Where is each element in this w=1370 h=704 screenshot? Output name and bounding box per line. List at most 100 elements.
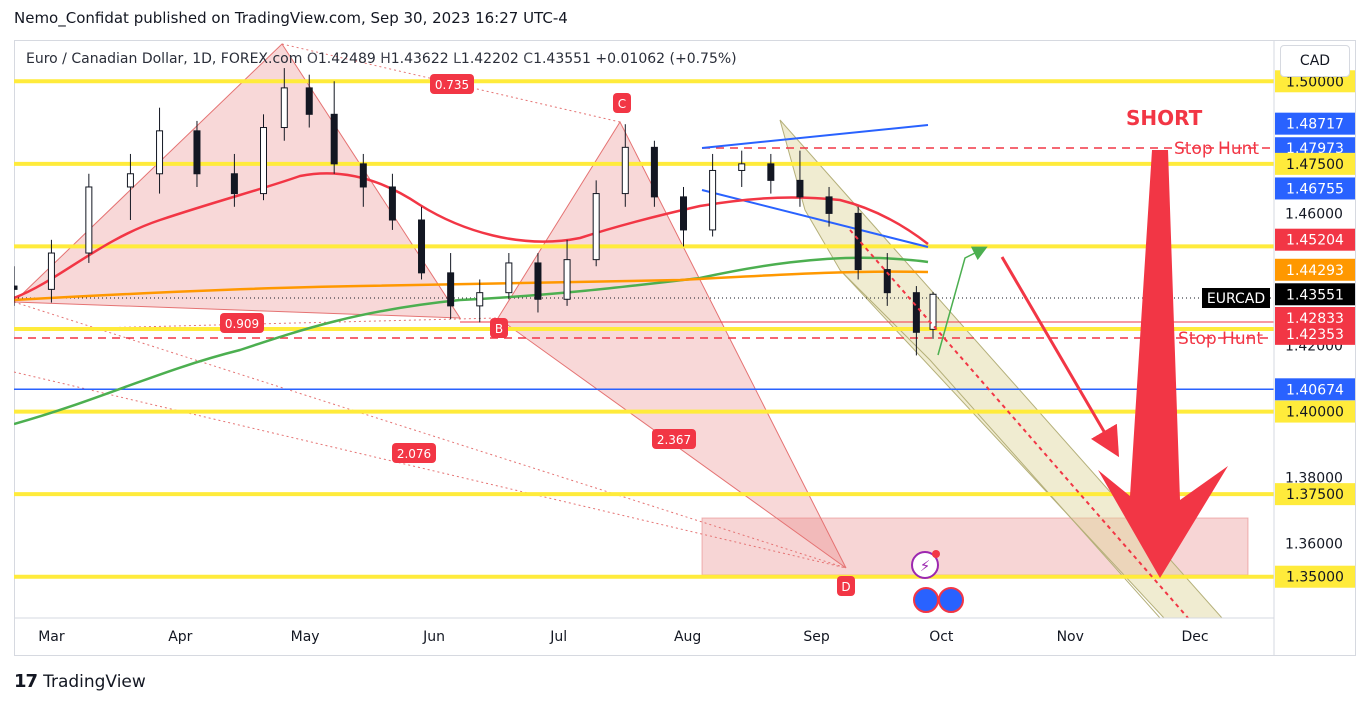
x-tick-may: May bbox=[291, 629, 320, 645]
short-annotation: SHORT bbox=[1126, 106, 1203, 130]
price-tag-11: 1.37500 bbox=[1286, 487, 1344, 503]
candle-body-28 bbox=[854, 212, 862, 271]
candle-body-9 bbox=[305, 87, 313, 115]
candle-body-16 bbox=[505, 262, 513, 294]
open-label: O bbox=[306, 51, 318, 67]
x-tick-nov: Nov bbox=[1057, 629, 1084, 645]
price-tag-bg-2 bbox=[1275, 152, 1355, 175]
candle-body-19 bbox=[592, 193, 600, 261]
candle-body-12 bbox=[388, 186, 396, 221]
price-tag-3: 1.46755 bbox=[1286, 181, 1344, 197]
lightning-event-icon bbox=[911, 551, 939, 579]
price-tag-13: 1.50000 bbox=[1286, 74, 1344, 90]
candle-body-30 bbox=[912, 292, 920, 333]
candle-body-20 bbox=[621, 146, 629, 195]
y-tick-2: 1.46000 bbox=[1285, 206, 1343, 222]
candle-body-26 bbox=[796, 179, 804, 198]
change-value: +0.01062 (+0.75%) bbox=[595, 51, 737, 67]
symbol-description[interactable]: Euro / Canadian Dollar, 1D, FOREX.com bbox=[26, 51, 303, 67]
candle-body-13 bbox=[418, 219, 426, 274]
open-value: 1.42489 bbox=[317, 51, 376, 67]
high-value: 1.43622 bbox=[390, 51, 449, 67]
price-tag-12: 1.35000 bbox=[1286, 570, 1344, 586]
price-tag-bg-6 bbox=[1275, 283, 1355, 306]
channel-lower bbox=[839, 269, 1161, 618]
eu-flag-icon-2 bbox=[938, 587, 964, 613]
price-tag-4: 1.45204 bbox=[1286, 233, 1344, 249]
blue-upper-trendline bbox=[701, 124, 929, 149]
projection-dotted-line bbox=[849, 229, 1189, 618]
price-tag-bg-8 bbox=[1275, 322, 1355, 345]
price-tag-bg-5 bbox=[1275, 258, 1355, 281]
eurcad-tag-bg bbox=[1202, 288, 1270, 308]
published-header: Nemo_Confidat published on TradingView.c… bbox=[14, 9, 568, 27]
green-arrow bbox=[937, 246, 988, 356]
price-tag-bg-11 bbox=[1275, 483, 1355, 506]
price-tag-bg-3 bbox=[1275, 177, 1355, 200]
price-tag-2: 1.47500 bbox=[1286, 157, 1344, 173]
candle-body-18 bbox=[563, 259, 571, 300]
candle-body-0 bbox=[14, 285, 18, 290]
candle-body-7 bbox=[260, 127, 268, 195]
tradingview-brand-text: TradingView bbox=[43, 671, 146, 692]
price-tag-9: 1.40674 bbox=[1286, 382, 1344, 398]
price-tag-bg-12 bbox=[1275, 565, 1355, 588]
harmonic-xd-line bbox=[14, 301, 847, 569]
price-tag-0: 1.48717 bbox=[1286, 117, 1344, 133]
price-tag-5: 1.44293 bbox=[1286, 263, 1344, 279]
candles bbox=[14, 68, 937, 356]
ma-green-line bbox=[14, 256, 929, 426]
price-tag-10: 1.40000 bbox=[1286, 405, 1344, 421]
candle-body-4 bbox=[156, 130, 164, 175]
horizontal-levels bbox=[14, 79, 1274, 579]
candle-body-6 bbox=[230, 173, 238, 195]
low-value: 1.42202 bbox=[460, 51, 519, 67]
stop-hunt-upper-annotation: Stop Hunt bbox=[1174, 139, 1259, 159]
big-short-arrow bbox=[1098, 150, 1228, 578]
price-tag-bg-4 bbox=[1275, 228, 1355, 251]
point-c-label: C bbox=[618, 97, 626, 111]
ma-red-line bbox=[14, 172, 929, 300]
candle-body-10 bbox=[330, 113, 338, 165]
candle-body-3 bbox=[126, 173, 134, 188]
eu-flag-icon-1 bbox=[913, 587, 939, 613]
event-icons[interactable]: ⚡ bbox=[911, 550, 964, 613]
x-tick-jun: Jun bbox=[422, 629, 445, 645]
stop-hunt-lower-annotation: Stop Hunt bbox=[1178, 329, 1263, 349]
x-tick-jul: Jul bbox=[549, 629, 567, 645]
point-labels: C B D bbox=[490, 93, 855, 596]
candle-body-31 bbox=[929, 293, 937, 330]
close-label: C bbox=[523, 51, 534, 67]
y-tick-0: 1.38000 bbox=[1285, 471, 1343, 487]
price-tag-6: 1.43551 bbox=[1286, 287, 1344, 303]
ratio-0735: 0.735 bbox=[435, 78, 469, 92]
x-tick-dec: Dec bbox=[1181, 629, 1208, 645]
candle-body-14 bbox=[447, 272, 455, 307]
candle-body-8 bbox=[280, 87, 288, 129]
x-tick-mar: Mar bbox=[38, 629, 65, 645]
candle-body-23 bbox=[709, 169, 717, 231]
ratio-labels: 0.735 0.909 2.076 2.367 bbox=[220, 74, 696, 463]
candle-body-2 bbox=[85, 186, 93, 254]
price-tag-8: 1.42353 bbox=[1286, 327, 1344, 343]
candle-body-15 bbox=[476, 292, 484, 307]
ratio-2367: 2.367 bbox=[657, 433, 691, 447]
price-tag-bg-10 bbox=[1275, 400, 1355, 423]
candle-body-21 bbox=[650, 146, 658, 198]
footer-brand[interactable]: 17 TradingView bbox=[14, 671, 146, 692]
currency-button[interactable]: CAD bbox=[1280, 45, 1350, 77]
red-thin-arrow bbox=[1000, 256, 1120, 458]
ratio-0909: 0.909 bbox=[225, 317, 259, 331]
chart-frame[interactable] bbox=[14, 40, 1356, 656]
candle-body-22 bbox=[680, 196, 688, 231]
candle-body-11 bbox=[359, 163, 367, 188]
tradingview-logo-icon: 17 bbox=[14, 671, 38, 692]
high-label: H bbox=[380, 51, 391, 67]
price-tags: 1.487171.479731.475001.467551.452041.442… bbox=[1275, 70, 1355, 588]
x-tick-sep: Sep bbox=[803, 629, 830, 645]
harmonic-bcd-triangle bbox=[497, 120, 847, 569]
y-tick-1: 1.36000 bbox=[1285, 537, 1343, 553]
point-d-label: D bbox=[841, 580, 850, 594]
price-tag-bg-0 bbox=[1275, 112, 1355, 135]
